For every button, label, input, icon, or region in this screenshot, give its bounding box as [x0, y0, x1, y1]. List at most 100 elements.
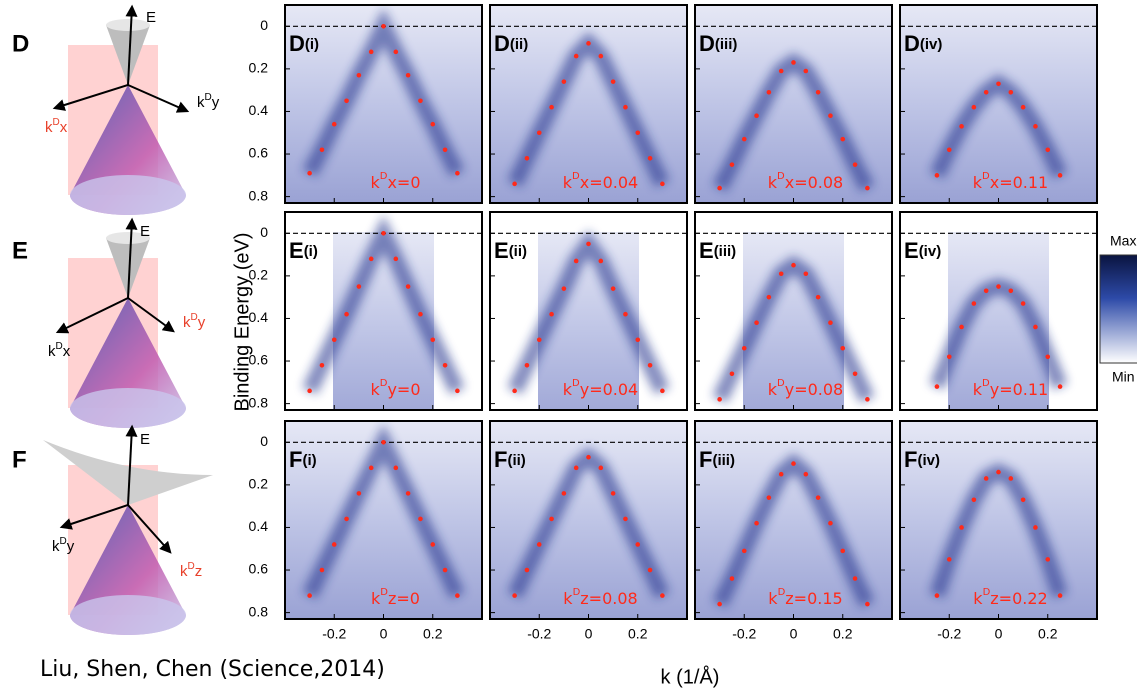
axis-letter: k	[48, 343, 56, 360]
x-tick-label: -0.2	[322, 626, 346, 642]
panel-label: E(iv)	[904, 238, 941, 263]
annotation-k: k	[563, 380, 573, 399]
y-tick-label: 0.2	[249, 60, 269, 76]
dispersion-point	[393, 465, 399, 471]
dispersion-point	[647, 155, 653, 161]
dispersion-point	[610, 286, 616, 291]
panel-label: D(iii)	[699, 31, 737, 56]
axis-sub: y	[67, 538, 75, 555]
panel	[695, 232, 892, 410]
x-tick-label: 0	[585, 626, 593, 642]
dispersion-point	[344, 311, 349, 317]
panel	[695, 5, 892, 203]
x-axis-label: k (1/Å)	[661, 665, 720, 688]
dispersion-point	[828, 520, 833, 526]
panel-annotation: kDx=0	[370, 171, 420, 192]
dispersion-point	[512, 181, 517, 187]
panel-letter: D	[494, 31, 510, 56]
dispersion-point	[344, 516, 349, 522]
dispersion-point	[791, 461, 796, 466]
panel-label: E(ii)	[494, 238, 527, 263]
annotation-k: k	[768, 589, 778, 608]
dispersion-point	[996, 469, 1001, 475]
dispersion-point	[549, 311, 554, 317]
panel-letter: D	[699, 31, 715, 56]
dispersion-point	[319, 147, 325, 153]
x-tick-label: 0	[790, 626, 798, 642]
energy-axis: E	[140, 223, 150, 240]
dispersion-point	[983, 288, 989, 294]
dispersion-point	[368, 49, 374, 55]
colorbar-max: Max	[1110, 233, 1136, 249]
dispersion-point	[455, 593, 460, 598]
dispersion-point	[368, 256, 374, 262]
annotation-sup: D	[573, 587, 581, 598]
dispersion-point	[610, 491, 616, 496]
panel-letter: F	[289, 447, 302, 472]
dispersion-point	[561, 491, 567, 496]
dispersion-point	[356, 284, 362, 289]
dispersion-point	[512, 388, 517, 394]
panel-background	[538, 232, 639, 410]
dispersion-point	[840, 548, 846, 554]
dispersion-point	[319, 362, 325, 368]
dispersion-point	[934, 593, 940, 598]
panel-index: (iv)	[920, 36, 943, 53]
annotation-sup: D	[572, 171, 580, 182]
y-tick-label: 0.2	[249, 476, 269, 492]
panel-index: (i)	[302, 452, 316, 469]
arrow	[55, 297, 129, 334]
upper-cone-top	[106, 232, 150, 244]
dispersion-point	[754, 113, 759, 119]
panel	[490, 421, 687, 619]
dispersion-point	[586, 241, 591, 247]
annotation-sup: D	[777, 171, 785, 182]
upper-cone	[106, 25, 150, 85]
dispersion-point	[971, 497, 977, 503]
panel-index: (ii)	[509, 243, 527, 260]
annotation-k: k	[370, 380, 380, 399]
panel-letter: E	[494, 238, 509, 263]
dispersion-point	[852, 576, 858, 581]
dispersion-point	[393, 256, 399, 262]
dispersion-point	[959, 324, 964, 330]
dispersion-point	[536, 130, 542, 136]
y-tick-label: 0.8	[249, 394, 269, 410]
arrow	[125, 424, 138, 506]
dispersion-point	[524, 362, 530, 368]
dispersion-point	[635, 542, 641, 547]
dispersion-point	[934, 384, 940, 389]
dispersion-point	[356, 72, 362, 78]
annotation-k: k	[370, 173, 380, 192]
x-tick-label: 0.2	[1038, 626, 1058, 642]
dispersion-point	[1033, 324, 1038, 330]
annotation-tail: z=0.22	[990, 589, 1047, 608]
dispersion-point	[741, 345, 747, 351]
dispersion-point	[778, 68, 784, 74]
dispersion-point	[660, 593, 665, 598]
cone-base	[70, 388, 186, 428]
arrow	[125, 4, 138, 86]
panel-label: F(ii)	[494, 447, 526, 472]
dispersion-point	[1020, 497, 1026, 503]
dispersion-point	[803, 68, 809, 74]
panel-annotation: kDz=0.15	[768, 587, 842, 608]
dispersion-point	[852, 371, 858, 377]
axis-label: kDx	[45, 117, 68, 136]
dispersion-point	[586, 454, 591, 460]
dispersion-point	[598, 465, 604, 471]
annotation-tail: x=0.11	[990, 173, 1049, 192]
dispersion-point	[561, 286, 567, 291]
panel	[695, 421, 892, 619]
axis-label: kDz	[180, 561, 202, 580]
y-tick-label: 0.4	[249, 518, 269, 534]
annotation-k: k	[973, 173, 983, 192]
dispersion-point	[623, 516, 628, 522]
dispersion-point	[381, 23, 386, 29]
x-tick-label: -0.2	[937, 626, 961, 642]
annotation-k: k	[371, 589, 381, 608]
annotation-sup: D	[778, 587, 786, 598]
panel-label: D(iv)	[904, 31, 942, 56]
panel	[285, 421, 482, 619]
panel	[900, 232, 1097, 410]
